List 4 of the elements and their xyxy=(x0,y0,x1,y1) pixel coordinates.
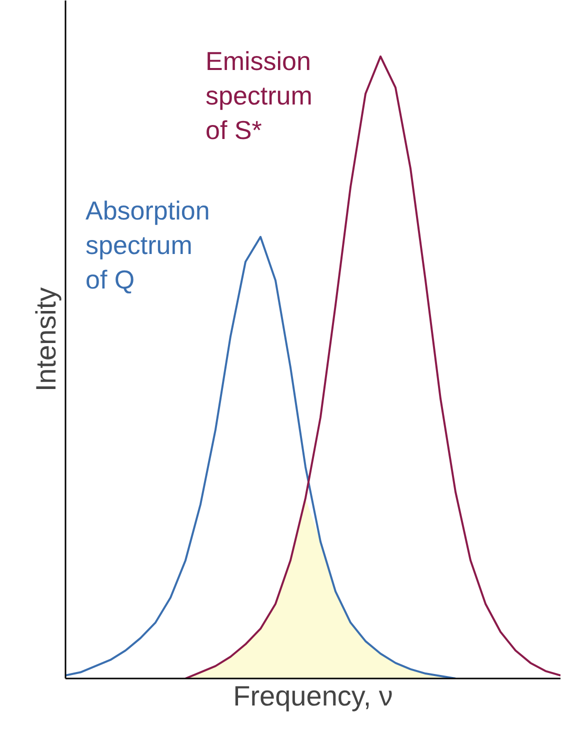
series-label: Absorption spectrum of Q xyxy=(86,195,210,294)
x-axis-title: Frequency, ν xyxy=(233,680,393,712)
y-axis-title: Intensity xyxy=(30,287,62,392)
series-label: Emission spectrum of S* xyxy=(206,46,312,146)
